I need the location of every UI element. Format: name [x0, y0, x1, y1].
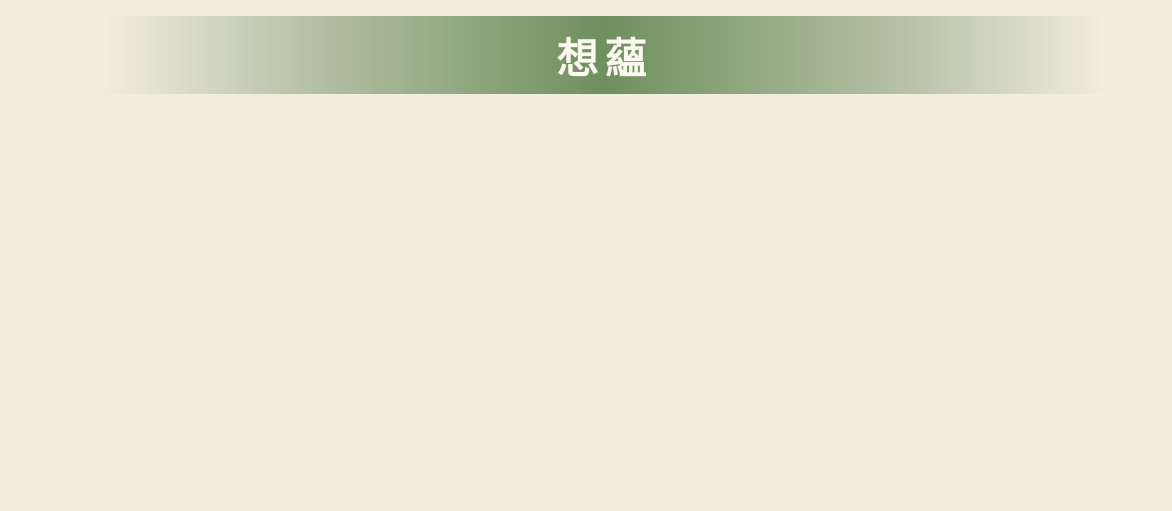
page-title: 想蘊	[556, 33, 653, 83]
title-banner: 想蘊	[100, 16, 1110, 94]
